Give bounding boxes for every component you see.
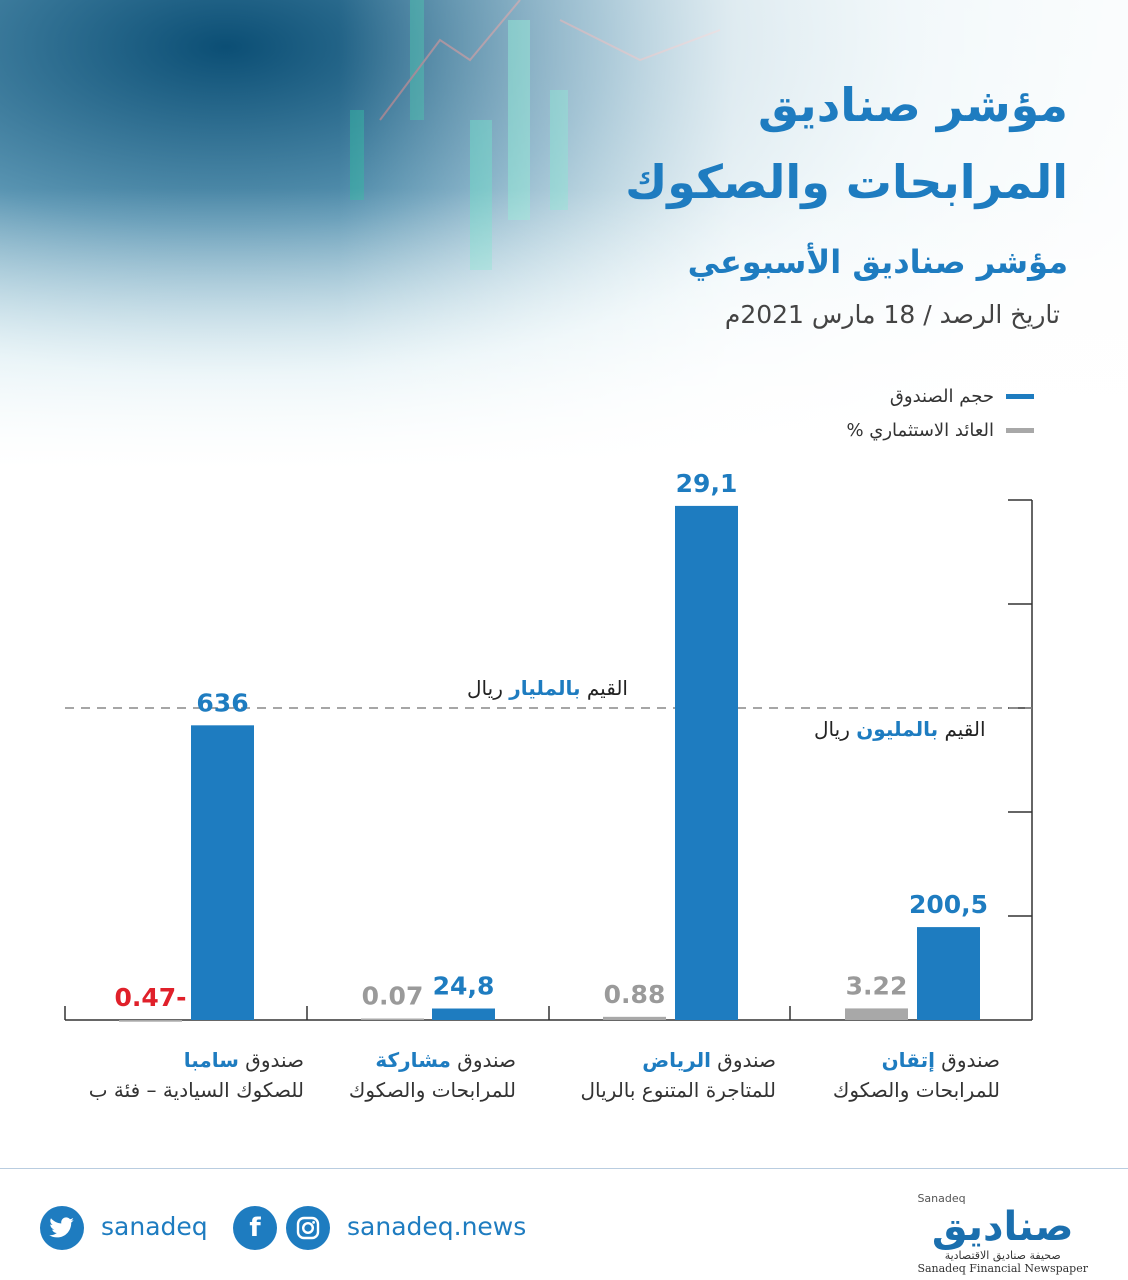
return-bar-samba xyxy=(119,1020,182,1022)
twitter-handle[interactable]: sanadeq xyxy=(101,1212,208,1241)
page-subtitle: مؤشر صناديق الأسبوعي xyxy=(687,243,1068,281)
size-bar-musharaka xyxy=(432,1008,495,1020)
billion-unit-note: القيم بالمليار ريال xyxy=(467,676,628,700)
legend-swatch-size xyxy=(1006,394,1034,399)
size-value-label-riyad: 29,1 xyxy=(676,469,738,498)
return-bar-etqan xyxy=(845,1008,908,1020)
legend-fund-size: حجم الصندوق xyxy=(890,386,1034,407)
facebook-icon[interactable]: f xyxy=(233,1206,277,1250)
header-background-fade xyxy=(0,0,1128,470)
return-bar-musharaka xyxy=(361,1018,424,1020)
category-label-musharaka: صندوق مشاركة للمرابحات والصكوك xyxy=(348,1048,516,1102)
category-label-samba: صندوق سامبا للصكوك السيادية – فئة ب xyxy=(88,1048,304,1102)
million-unit-note: القيم بالمليون ريال xyxy=(814,717,986,741)
return-value-label-riyad: 0.88 xyxy=(604,980,666,1009)
category-label-riyad: صندوق الرياض للمتاجرة المتنوع بالريال xyxy=(580,1048,776,1102)
report-date: تاريخ الرصد / 18 مارس 2021م xyxy=(724,300,1060,329)
size-bar-samba xyxy=(191,725,254,1020)
bar-chart: 200,5 29,1 24,8 636 3.22 0.88 0.07 0.47- xyxy=(64,469,1033,1022)
return-value-label-samba: 0.47- xyxy=(114,983,186,1012)
size-value-label-samba: 636 xyxy=(196,688,248,717)
sanadeq-logo: Sanadeq صناديق صحيفة صناديق الاقتصادية S… xyxy=(917,1192,1088,1275)
instagram-icon[interactable] xyxy=(286,1206,330,1250)
return-bar-riyad xyxy=(603,1016,666,1020)
legend-label-size: حجم الصندوق xyxy=(889,386,994,407)
legend-investment-return: العائد الاستثماري % xyxy=(846,420,1034,441)
website-link[interactable]: sanadeq.news xyxy=(347,1212,527,1241)
page-title-line2: المرابحات والصكوك xyxy=(625,155,1068,209)
twitter-icon[interactable] xyxy=(40,1206,84,1250)
return-value-label-musharaka: 0.07 xyxy=(362,982,424,1011)
category-label-etqan: صندوق إتقان للمرابحات والصكوك xyxy=(832,1048,1000,1102)
size-value-label-musharaka: 24,8 xyxy=(433,972,495,1001)
size-value-label-etqan: 200,5 xyxy=(909,890,988,919)
legend-label-return: العائد الاستثماري % xyxy=(846,420,994,441)
footer-divider xyxy=(0,1168,1128,1169)
size-bar-riyad xyxy=(675,505,738,1020)
size-bar-etqan xyxy=(917,927,980,1020)
legend-swatch-return xyxy=(1006,428,1034,433)
return-value-label-etqan: 3.22 xyxy=(846,971,908,1000)
page-title-line1: مؤشر صناديق xyxy=(757,78,1068,132)
